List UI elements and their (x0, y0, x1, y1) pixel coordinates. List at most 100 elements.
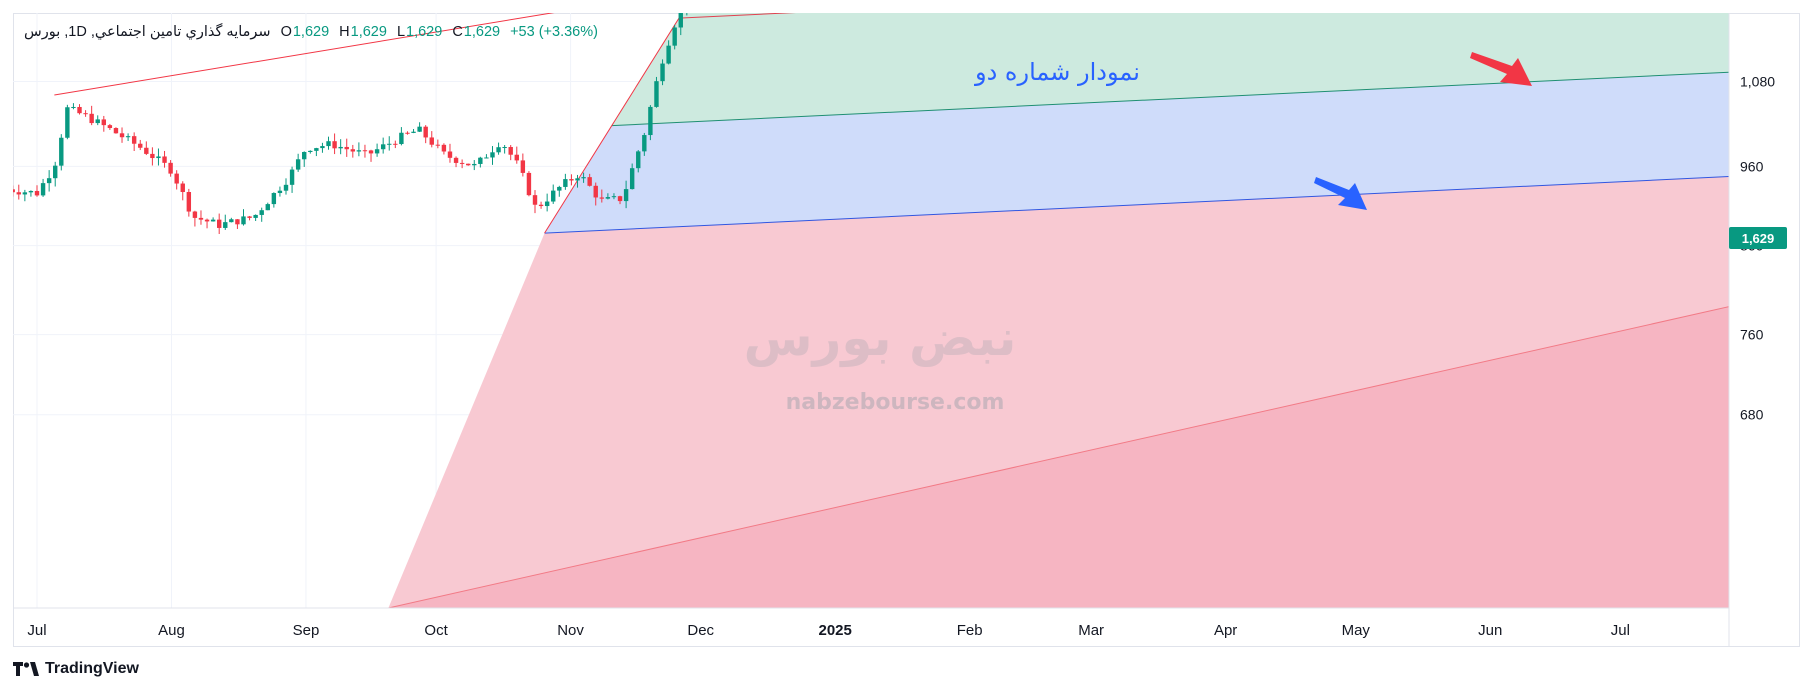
candle-body (472, 163, 477, 166)
candle-body (350, 149, 356, 152)
fan-line-bottom (388, 306, 1729, 608)
x-tick-label: Oct (424, 622, 448, 639)
symbol-title[interactable]: سرمایه گذاري تامين اجتماعي, 1D, بورس (24, 24, 271, 40)
candle-body (314, 148, 319, 151)
candle-body (77, 106, 82, 114)
candle-body (150, 153, 155, 159)
candle-body (192, 211, 198, 218)
x-tick-label: Jul (27, 622, 46, 639)
candle-body (338, 146, 343, 149)
candle-body (34, 190, 40, 196)
axes: 6807608609601,080JulAugSepOctNovDec2025F… (13, 13, 1775, 647)
candle-body (587, 177, 592, 186)
x-tick-label: Mar (1078, 622, 1104, 639)
watermark: نبض بورس nabzebourse.com (744, 309, 1017, 415)
candle-body (162, 156, 167, 163)
x-tick-label: Dec (687, 622, 714, 639)
high-label: H (339, 24, 350, 40)
candle-body (478, 157, 483, 164)
x-tick-label: 2025 (819, 622, 852, 639)
candle-body (520, 160, 526, 173)
candle-body (65, 107, 70, 138)
candle-body (277, 190, 283, 194)
high-value: 1,629 (350, 24, 387, 40)
candle-body (332, 141, 337, 149)
candle-body (53, 165, 58, 179)
candle-body (89, 113, 94, 124)
candle-body (107, 125, 113, 129)
candle-body (4, 189, 8, 190)
symbol-legend: سرمایه گذاري تامين اجتماعي, 1D, بورس O1,… (24, 24, 598, 40)
candle-body (28, 190, 34, 193)
candle-body (119, 133, 125, 138)
open-value: 1,629 (292, 24, 330, 40)
tradingview-brand: TradingView (45, 660, 139, 677)
candle-body (16, 192, 21, 195)
candle-body (40, 183, 46, 196)
candle-body (380, 144, 386, 150)
candle-body (447, 151, 453, 158)
tradingview-logo-icon (13, 662, 39, 676)
candle-body (611, 196, 617, 198)
candle-body (216, 219, 222, 228)
annotation-text[interactable]: نمودار شماره دو (974, 58, 1140, 86)
candle-body (387, 143, 392, 145)
candle-body (289, 169, 295, 185)
candle-body (71, 106, 76, 108)
candle-body (429, 137, 434, 145)
open-label: O (280, 24, 292, 40)
candle-body (362, 150, 368, 152)
tradingview-logo[interactable]: TradingView (13, 660, 139, 678)
fan-line-75 (611, 71, 1729, 127)
candle-body (544, 201, 550, 207)
candle-body (648, 106, 653, 136)
x-tick-label: Jul (1611, 622, 1630, 639)
x-tick-label: Apr (1214, 622, 1237, 639)
candle-body (223, 222, 228, 228)
red-arrow-icon[interactable] (1470, 52, 1532, 86)
candle-body (399, 132, 404, 145)
candle-body (302, 152, 307, 160)
candle-body (156, 156, 161, 159)
candle-body (259, 210, 264, 215)
candle-body (563, 179, 568, 187)
candle-body (453, 157, 459, 163)
change-value: +53 (+3.36%) (510, 24, 598, 40)
candle-body (441, 144, 447, 152)
pitchfan-zones (388, 0, 1769, 608)
zone-red-top (957, 0, 1769, 13)
candle-body (629, 168, 635, 190)
candle-body (465, 163, 471, 166)
y-tick-label: 760 (1740, 327, 1764, 343)
candle-body (374, 149, 380, 154)
candle-body (417, 126, 422, 132)
candle-body (356, 150, 362, 152)
candle-body (168, 162, 173, 174)
zone-blue-upper (544, 72, 1729, 234)
candle-body (95, 119, 100, 124)
blue-arrow-icon[interactable] (1314, 177, 1367, 210)
candle-body (271, 193, 277, 205)
candle-body (241, 216, 246, 225)
candle-body (636, 151, 641, 169)
candle-body (569, 179, 574, 181)
candle-body (490, 152, 495, 158)
watermark-brand: نبض بورس (744, 309, 1017, 368)
candle-body (13, 189, 15, 193)
candle-body (198, 217, 204, 220)
low-label: L (396, 24, 406, 40)
last-price-tag: 1,629 (1729, 227, 1787, 249)
x-tick-label: Aug (158, 622, 185, 639)
candle-body (623, 189, 629, 202)
candle-body (344, 146, 349, 150)
candle-body (186, 192, 192, 212)
candle-body (557, 186, 562, 191)
candle-body (685, 5, 689, 8)
candle-body (502, 147, 507, 149)
candle-body (508, 147, 513, 155)
watermark-url: nabzebourse.com (786, 390, 1005, 415)
candle-body (174, 173, 179, 184)
candle-body (666, 45, 671, 64)
candle-body (581, 177, 586, 179)
